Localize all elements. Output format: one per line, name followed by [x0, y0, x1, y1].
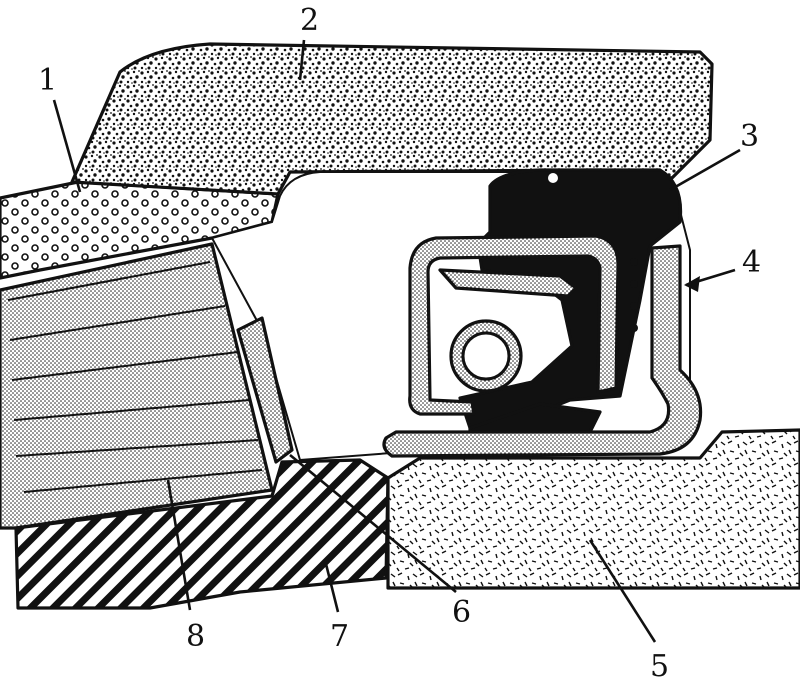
leader-4-arrowhead	[684, 276, 700, 292]
callout-5: 5	[650, 649, 669, 684]
seal-metal-case	[408, 234, 620, 416]
callout-7: 7	[330, 619, 349, 654]
part-4-sheet-ring	[382, 244, 703, 458]
callout-6: 6	[452, 595, 471, 630]
part-8-bearing-ring	[0, 242, 274, 530]
part-3-seal-body	[458, 168, 683, 430]
leader-3	[669, 148, 741, 192]
callout-8: 8	[186, 619, 205, 654]
leader-5	[588, 539, 657, 643]
spacer-ring	[236, 316, 294, 464]
leader-1	[52, 99, 82, 193]
callout-labels: 1 2 3 4 5 6 7 8	[38, 3, 761, 684]
leader-8	[166, 479, 192, 611]
seal-inner-lip	[438, 268, 578, 298]
callout-2: 2	[300, 3, 319, 38]
leader-6	[289, 453, 457, 594]
leader-lines	[52, 39, 741, 643]
seal-body-highlight	[548, 173, 558, 183]
leader-7	[323, 559, 340, 613]
bearing-ring-lines	[7, 261, 263, 493]
seal-lamellae	[630, 258, 638, 332]
part-5-shaft	[386, 428, 800, 590]
leader-2	[298, 39, 306, 81]
callout-1: 1	[38, 63, 57, 98]
garter-spring-inner	[461, 331, 511, 381]
callout-4: 4	[742, 245, 761, 280]
callout-3: 3	[740, 119, 759, 154]
